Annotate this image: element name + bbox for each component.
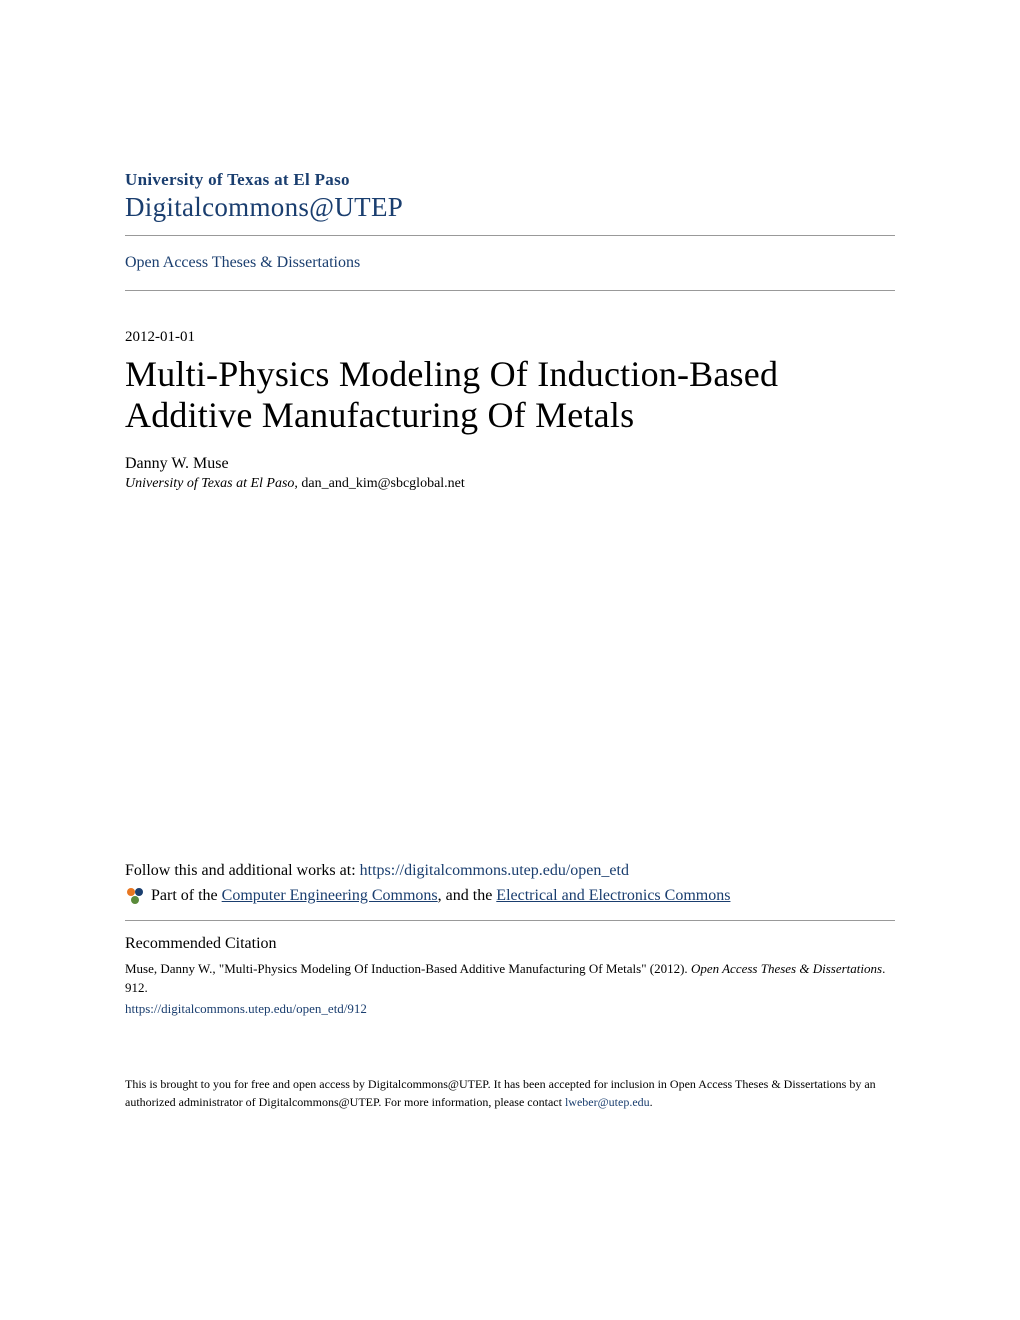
footer-part2: . — [650, 1095, 653, 1109]
affiliation-text: University of Texas at El Paso — [125, 476, 294, 491]
part-of-prefix: Part of the — [151, 887, 222, 904]
follow-url[interactable]: https://digitalcommons.utep.edu/open_etd — [360, 862, 629, 879]
publication-date: 2012-01-01 — [125, 329, 895, 346]
follow-line: Follow this and additional works at: htt… — [125, 862, 895, 880]
paper-title: Multi-Physics Modeling Of Induction-Base… — [125, 354, 895, 437]
author-affiliation: University of Texas at El Paso, dan_and_… — [125, 476, 895, 492]
footer-part1: This is brought to you for free and open… — [125, 1077, 876, 1109]
follow-prefix: Follow this and additional works at: — [125, 862, 360, 879]
divider-citation — [125, 920, 895, 921]
author-name: Danny W. Muse — [125, 455, 895, 473]
citation-text: Muse, Danny W., "Multi-Physics Modeling … — [125, 959, 895, 998]
header-section: University of Texas at El Paso Digitalco… — [125, 170, 895, 223]
footer-text: This is brought to you for free and open… — [125, 1075, 895, 1111]
author-email: , dan_and_kim@sbcglobal.net — [294, 476, 464, 491]
follow-section: Follow this and additional works at: htt… — [125, 862, 895, 906]
divider-bottom — [125, 290, 895, 291]
institution-name[interactable]: University of Texas at El Paso — [125, 170, 895, 190]
citation-part1: Muse, Danny W., "Multi-Physics Modeling … — [125, 961, 691, 976]
part-of-text: Part of the Computer Engineering Commons… — [151, 887, 730, 905]
collection-link[interactable]: Open Access Theses & Dissertations — [125, 236, 895, 290]
commons-link-1[interactable]: Computer Engineering Commons — [222, 887, 438, 904]
footer-contact[interactable]: lweber@utep.edu — [565, 1095, 650, 1109]
network-icon — [125, 886, 145, 906]
citation-url[interactable]: https://digitalcommons.utep.edu/open_etd… — [125, 1001, 895, 1017]
commons-separator: , and the — [438, 887, 497, 904]
part-of-row: Part of the Computer Engineering Commons… — [125, 886, 895, 906]
citation-section: Recommended Citation Muse, Danny W., "Mu… — [125, 935, 895, 1017]
commons-link-2[interactable]: Electrical and Electronics Commons — [496, 887, 730, 904]
citation-heading: Recommended Citation — [125, 935, 895, 953]
citation-italic: Open Access Theses & Dissertations — [691, 961, 882, 976]
repository-name[interactable]: Digitalcommons@UTEP — [125, 192, 895, 223]
